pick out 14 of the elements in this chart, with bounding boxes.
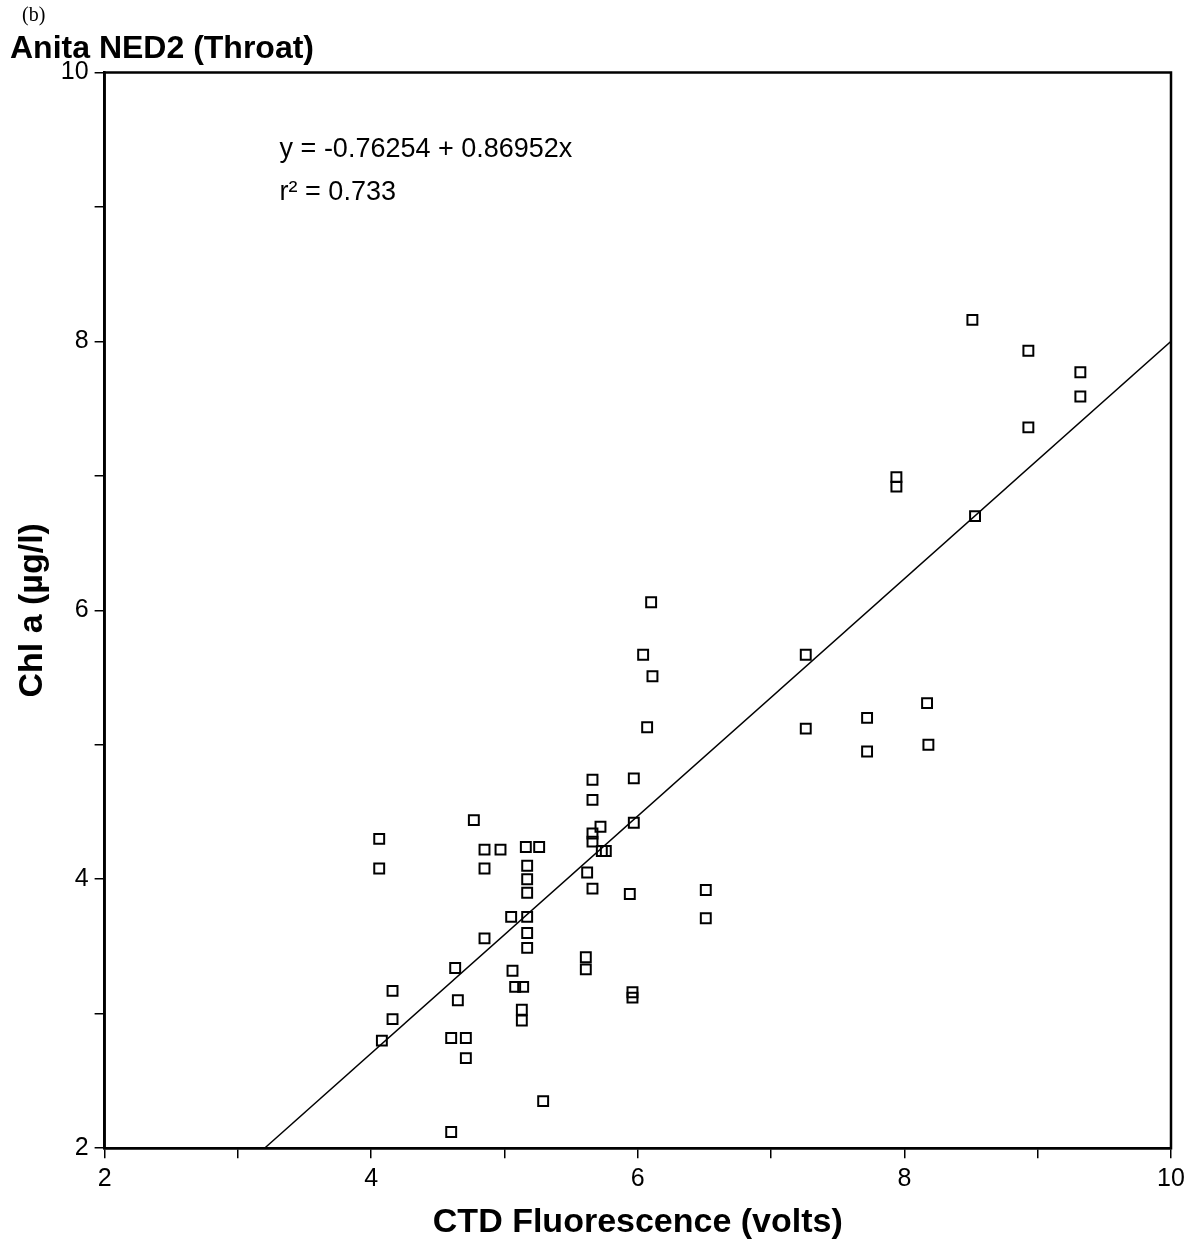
x-tick-label: 2	[97, 1163, 112, 1192]
x-tick-label: 10	[1157, 1163, 1185, 1192]
x-tick-label: 8	[897, 1163, 912, 1192]
y-tick-label: 8	[74, 325, 89, 354]
text: (b)	[22, 3, 46, 27]
y-tick-label: 2	[74, 1132, 89, 1161]
annotation: r² = 0.733	[279, 176, 396, 207]
y-axis-title: Chl a (µg/l)	[10, 523, 49, 698]
annotation: y = -0.76254 + 0.86952x	[279, 133, 573, 164]
y-tick-label: 6	[74, 594, 89, 623]
x-tick-label: 6	[630, 1163, 645, 1192]
x-tick-label: 4	[364, 1163, 379, 1192]
y-tick-label: 4	[74, 863, 89, 892]
x-axis-title: CTD Fluorescence (volts)	[432, 1200, 843, 1239]
